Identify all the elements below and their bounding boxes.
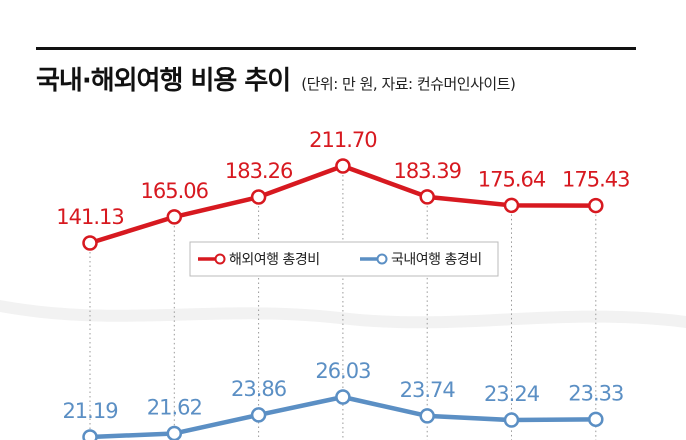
legend-label: 국내여행 총경비 bbox=[391, 252, 482, 268]
data-label: 175.64 bbox=[478, 167, 546, 191]
top-rule bbox=[36, 47, 636, 50]
data-label: 183.39 bbox=[393, 159, 460, 183]
chart-subtitle: (단위: 만 원, 자료: 컨슈머인사이트) bbox=[301, 75, 516, 93]
legend: 해외여행 총경비 국내여행 총경비 bbox=[189, 241, 499, 277]
data-label: 165.06 bbox=[141, 179, 209, 203]
data-label: 23.33 bbox=[568, 381, 623, 405]
guide-lines bbox=[89, 166, 597, 440]
data-point bbox=[335, 389, 351, 405]
data-label: 141.13 bbox=[56, 205, 123, 229]
legend-swatch-marker bbox=[376, 253, 388, 265]
data-point bbox=[419, 408, 435, 424]
data-label: 211.70 bbox=[309, 128, 376, 152]
data-point bbox=[419, 189, 435, 205]
data-label: 23.74 bbox=[400, 378, 456, 402]
data-point bbox=[250, 407, 267, 423]
data-point bbox=[166, 209, 183, 225]
data-point bbox=[503, 197, 520, 214]
legend-box bbox=[189, 241, 499, 277]
data-label: 175.43 bbox=[562, 168, 629, 192]
axis-break-band bbox=[0, 300, 686, 329]
data-label: 183.26 bbox=[225, 159, 293, 183]
data-point bbox=[503, 412, 520, 428]
data-point bbox=[82, 235, 98, 251]
chart-title: 국내·해외여행 비용 추이 bbox=[36, 66, 291, 96]
axis-break-wave bbox=[0, 300, 686, 329]
data-label: 26.03 bbox=[315, 359, 370, 383]
data-point bbox=[82, 429, 98, 440]
data-point bbox=[588, 197, 604, 214]
data-label: 23.24 bbox=[484, 382, 540, 406]
data-label: 21.62 bbox=[147, 395, 202, 419]
data-label: 23.86 bbox=[231, 377, 287, 401]
legend-label: 해외여행 총경비 bbox=[229, 252, 320, 268]
legend-swatch-marker bbox=[214, 253, 226, 265]
data-point bbox=[588, 411, 604, 428]
data-point bbox=[250, 189, 267, 205]
title-block: 국내·해외여행 비용 추이 (단위: 만 원, 자료: 컨슈머인사이트) bbox=[36, 60, 516, 97]
data-point bbox=[166, 425, 183, 440]
series-layer: 141.13 165.06 183.26 211.70 183.39 175.64 175.… bbox=[56, 128, 631, 440]
data-point bbox=[335, 158, 351, 174]
data-label: 21.19 bbox=[62, 399, 117, 423]
